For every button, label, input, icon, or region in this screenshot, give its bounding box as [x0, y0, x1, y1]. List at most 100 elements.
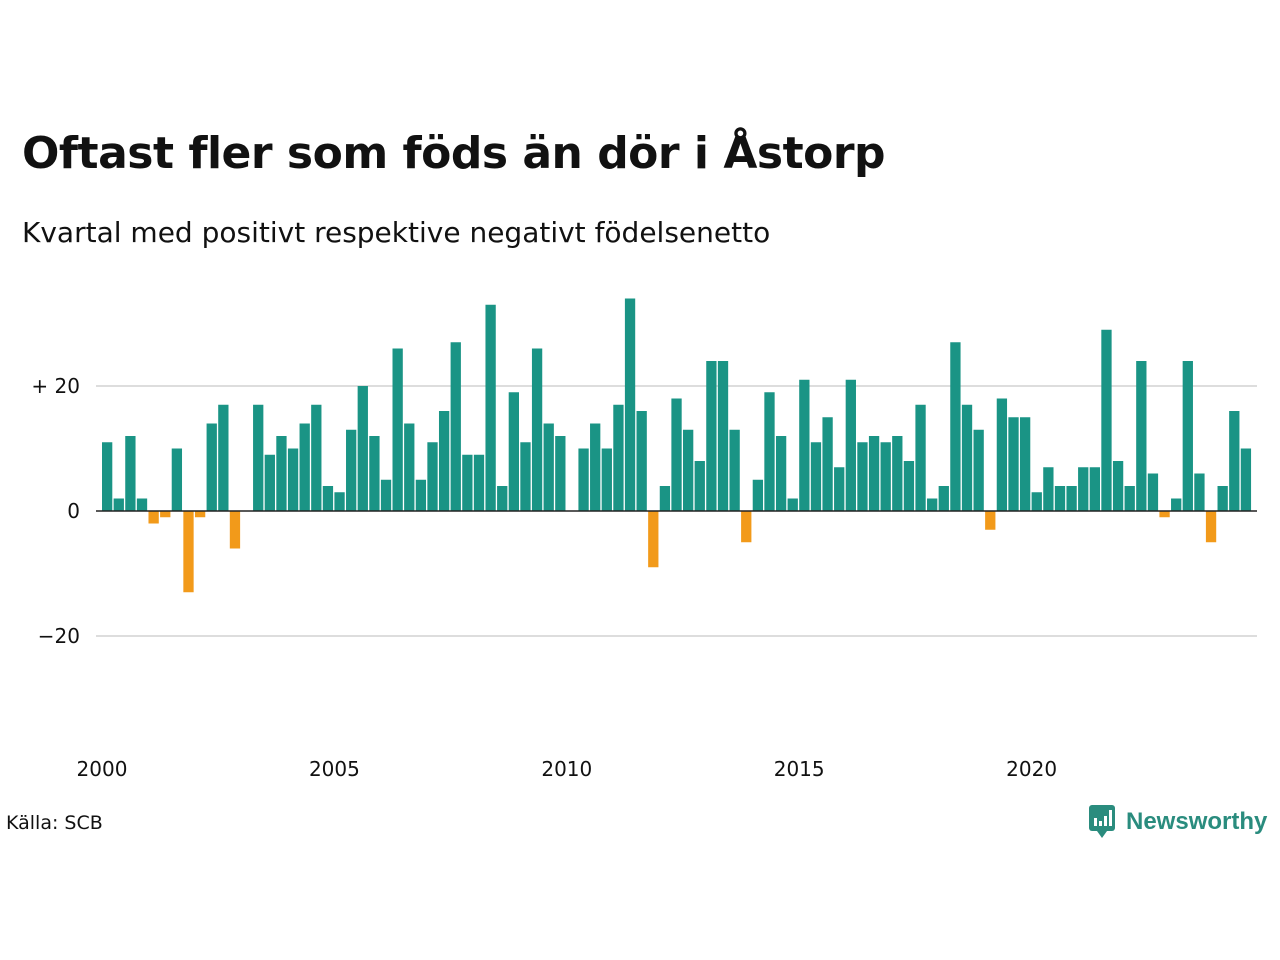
bar-2002K2	[206, 423, 217, 511]
bar-2000K2	[113, 498, 124, 511]
bar-2024K1	[1217, 486, 1228, 511]
bar-2021K3	[1101, 329, 1112, 511]
bar-2019K1	[985, 511, 996, 530]
bar-2012K1	[659, 486, 671, 511]
newsworthy-icon	[1089, 805, 1115, 838]
bar-2008K2	[485, 304, 496, 511]
bar-2016K4	[880, 442, 891, 511]
bar-2007K2	[438, 411, 450, 511]
bar-2001K3	[171, 448, 183, 511]
x-tick-label: 2015	[774, 757, 825, 781]
bar-2021K1	[1078, 467, 1089, 511]
bar-2016K2	[857, 442, 868, 511]
bar-2006K3	[404, 423, 415, 511]
y-tick-label: 0	[67, 499, 80, 523]
bar-2020K1	[1031, 492, 1042, 511]
bar-2013K3	[729, 429, 740, 511]
bars	[102, 298, 1252, 593]
bar-2005K3	[357, 386, 368, 511]
bar-2000K3	[125, 436, 136, 511]
bar-2014K3	[775, 436, 787, 511]
bar-2021K4	[1112, 461, 1124, 511]
bar-2022K4	[1159, 511, 1170, 518]
bar-2015K2	[810, 442, 822, 511]
bar-2007K3	[450, 342, 461, 511]
bar-2001K4	[183, 511, 194, 593]
bar-2023K2	[1182, 361, 1193, 511]
bar-2021K2	[1089, 467, 1100, 511]
bar-2022K2	[1136, 361, 1147, 511]
bar-2006K2	[392, 348, 403, 511]
bar-2004K2	[299, 423, 310, 511]
bar-2012K3	[683, 429, 694, 511]
bar-2012K4	[694, 461, 705, 511]
bar-2011K1	[613, 404, 624, 511]
bar-2013K4	[741, 511, 752, 543]
bar-2019K3	[1008, 417, 1019, 511]
chart-title: Oftast fler som föds än dör i Åstorp	[22, 128, 886, 179]
bar-2020K2	[1043, 467, 1054, 511]
bar-2008K1	[473, 454, 485, 511]
bar-2018K1	[938, 486, 949, 511]
bar-2013K1	[706, 361, 717, 511]
bar-2007K1	[427, 442, 438, 511]
bar-2010K3	[590, 423, 601, 511]
bar-2020K3	[1054, 486, 1066, 511]
bar-2007K4	[462, 454, 473, 511]
bar-2023K4	[1205, 511, 1217, 543]
bar-2010K2	[578, 448, 589, 511]
bar-chart: + 20 0 −20 2000 2005 2010 2015 2020	[31, 298, 1257, 781]
y-tick-label: + 20	[31, 374, 80, 398]
bar-2015K3	[822, 417, 833, 511]
bar-2011K3	[636, 411, 647, 511]
bar-2004K1	[287, 448, 299, 511]
bar-2013K2	[717, 361, 729, 511]
axes: + 20 0 −20 2000 2005 2010 2015 2020	[31, 374, 1257, 781]
source-label: Källa: SCB	[6, 812, 103, 834]
bar-2011K2	[624, 298, 636, 511]
bar-2012K2	[671, 398, 682, 511]
bar-2022K3	[1147, 473, 1159, 511]
bar-2014K2	[764, 392, 775, 511]
bar-2006K1	[380, 479, 392, 511]
bar-2009K3	[543, 423, 554, 511]
bar-2018K4	[973, 429, 984, 511]
bar-2011K4	[648, 511, 659, 568]
bar-2008K4	[508, 392, 519, 511]
bar-2009K4	[555, 436, 566, 511]
bar-2015K1	[799, 379, 810, 511]
bar-2003K2	[253, 404, 264, 511]
bar-2006K4	[415, 479, 427, 511]
bar-2018K3	[961, 404, 973, 511]
bar-2024K3	[1240, 448, 1252, 511]
x-tick-label: 2005	[309, 757, 360, 781]
bar-2004K3	[311, 404, 322, 511]
bar-2020K4	[1066, 486, 1077, 511]
grid-lines	[96, 385, 1257, 637]
bar-2022K1	[1124, 486, 1135, 511]
bar-2008K3	[497, 486, 508, 511]
chart-subtitle: Kvartal med positivt respektive negativt…	[22, 216, 771, 249]
bar-2023K3	[1194, 473, 1205, 511]
x-tick-label: 2010	[541, 757, 592, 781]
x-tick-label: 2020	[1006, 757, 1057, 781]
bar-2010K4	[601, 448, 612, 511]
bar-2017K2	[903, 461, 915, 511]
bar-2005K4	[369, 436, 380, 511]
bar-2009K2	[531, 348, 543, 511]
bar-2017K3	[915, 404, 926, 511]
bar-2017K1	[892, 436, 903, 511]
bar-2000K1	[102, 442, 113, 511]
bar-2014K4	[787, 498, 798, 511]
bar-2001K1	[148, 511, 159, 524]
bar-2016K1	[845, 379, 856, 511]
bar-2002K3	[218, 404, 229, 511]
bar-2003K3	[264, 454, 275, 511]
bar-2017K4	[927, 498, 938, 511]
bar-2015K4	[834, 467, 845, 511]
bar-2002K1	[194, 511, 206, 518]
bar-2002K4	[229, 511, 241, 549]
bar-2004K4	[322, 486, 334, 511]
bar-2005K1	[334, 492, 345, 511]
bar-2024K2	[1229, 411, 1240, 511]
